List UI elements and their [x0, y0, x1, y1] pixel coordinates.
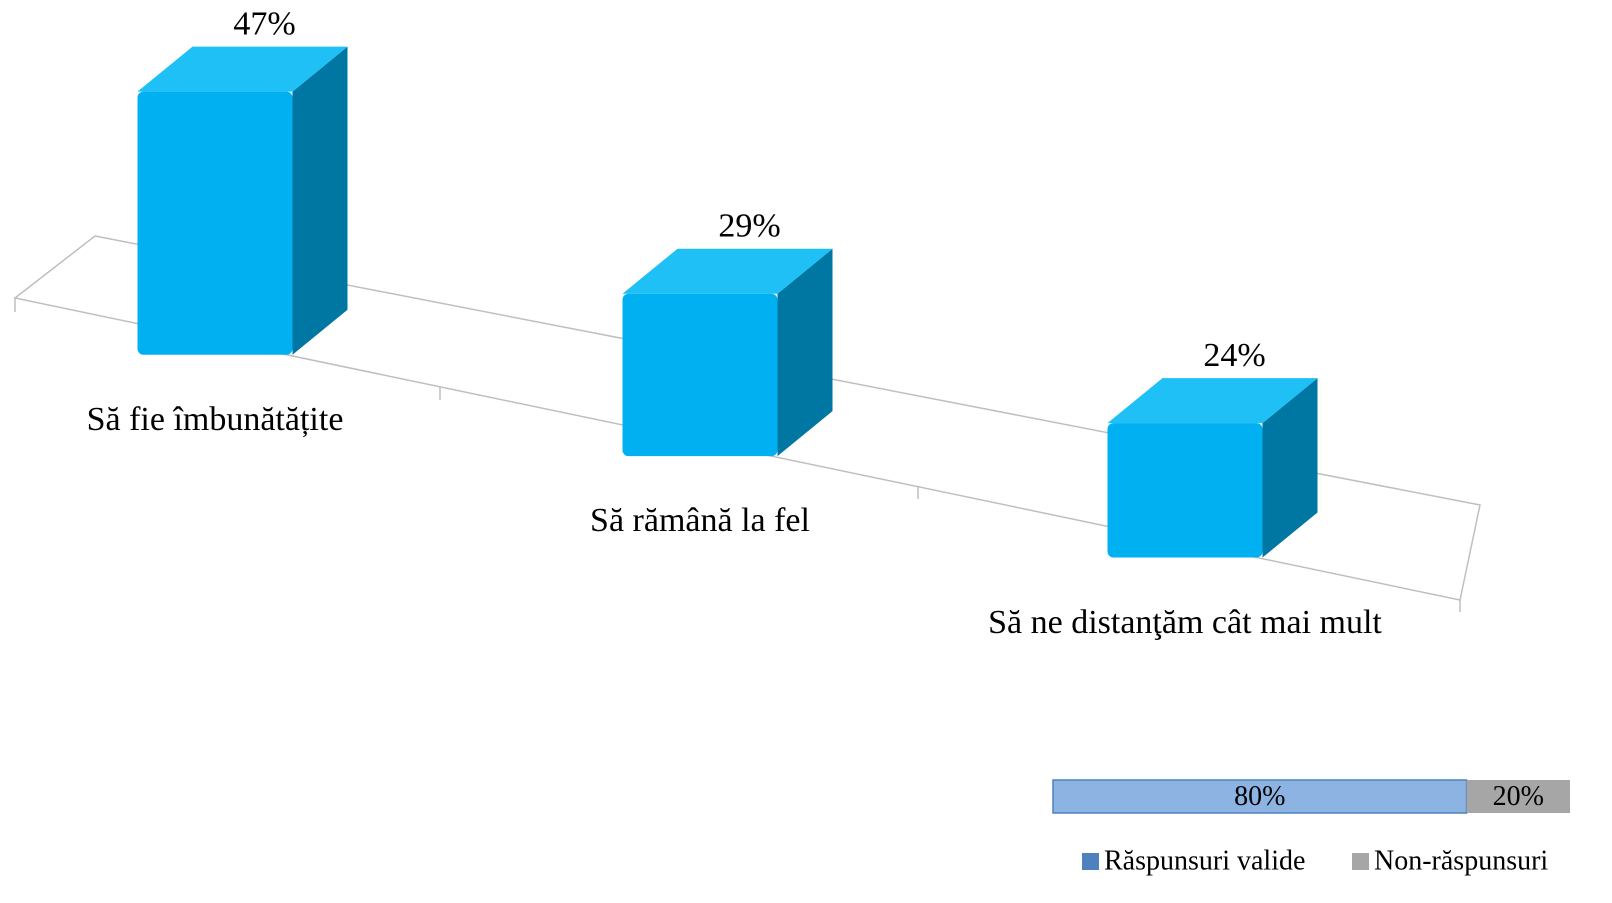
bar: [137, 91, 293, 355]
bar-segment: [1466, 780, 1570, 813]
legend-swatch: [1082, 853, 1099, 870]
value-label: 24%: [1203, 337, 1265, 374]
value-label: 47%: [233, 5, 295, 42]
value-label: 20%: [1493, 781, 1544, 812]
bar-segment: [1052, 779, 1468, 814]
x-tick-label: Să fie îmbunătățite: [86, 400, 344, 438]
x-tick-label: Să rămână la fel: [590, 502, 810, 540]
value-label: 29%: [718, 208, 780, 245]
value-label: 80%: [1234, 781, 1285, 812]
bar-top: [1107, 378, 1318, 424]
bar-side: [1262, 378, 1318, 558]
bar: [622, 293, 778, 457]
legend-label: Non-răspunsuri: [1374, 845, 1548, 876]
bar-side: [292, 46, 348, 355]
bar-side: [777, 248, 833, 457]
x-tick-label: Să ne distanţăm cât mai mult: [988, 603, 1382, 641]
bar-top: [137, 46, 348, 92]
legend-swatch: [1352, 853, 1369, 870]
bar: [1107, 423, 1263, 558]
bar-top: [622, 248, 833, 294]
legend-label: Răspunsuri valide: [1104, 845, 1305, 876]
